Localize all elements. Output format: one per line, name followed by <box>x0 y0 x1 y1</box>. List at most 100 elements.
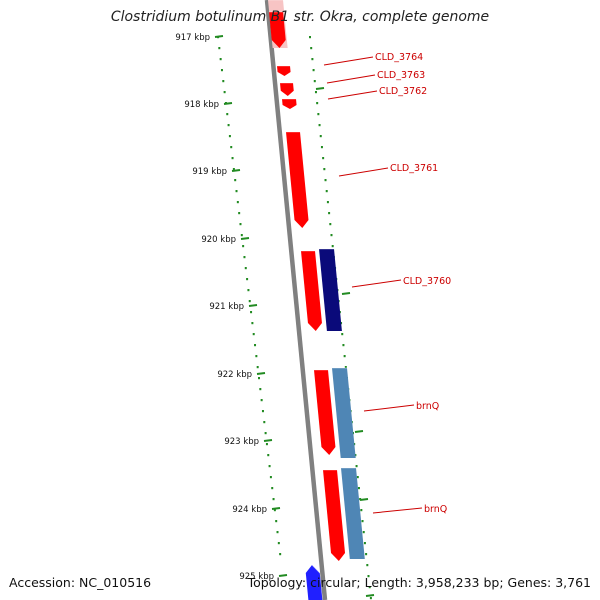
scale-dot <box>277 542 280 545</box>
scale-tick-label: 917 kbp <box>175 33 210 43</box>
scale-dot <box>365 553 368 556</box>
scale-dot <box>220 69 223 72</box>
scale-dot <box>265 443 268 446</box>
scale-dot <box>362 531 365 534</box>
scale-dot <box>219 58 222 61</box>
gene-labels: CLD_3764 CLD_3763 CLD_3762 CLD_3761 CLD_3760… <box>375 52 451 515</box>
gene-brnq-1-forward <box>314 370 336 455</box>
scale-dot <box>260 399 263 402</box>
scale-tick <box>214 35 224 38</box>
scale-dot <box>316 102 319 105</box>
scale-dot <box>341 333 344 336</box>
scale-dot <box>242 245 245 248</box>
gene-cld-3760-forward <box>301 251 322 331</box>
scale-dot <box>246 278 249 281</box>
scale-dot <box>272 498 275 501</box>
scale-dot <box>322 157 325 160</box>
gene-label: CLD_3760 <box>403 276 451 287</box>
scale-tick-label: 921 kbp <box>209 302 244 312</box>
scale-tick <box>271 507 281 510</box>
scale-tick-label: 922 kbp <box>217 370 252 380</box>
scale-dots-left <box>217 36 282 556</box>
scale-dot <box>331 245 334 248</box>
gene-bottom-partial-highlight <box>311 564 321 574</box>
scale-dot <box>363 542 366 545</box>
scale-dot <box>232 168 235 171</box>
scale-dot <box>326 201 329 204</box>
scale-dot <box>252 333 255 336</box>
scale-dot <box>268 465 271 468</box>
gene-cld-3760 <box>319 249 342 331</box>
scale-dot <box>238 212 241 215</box>
gene-label: brnQ <box>424 504 447 515</box>
gene-features <box>268 0 365 600</box>
scale-tick <box>231 169 241 172</box>
scale-dot <box>269 476 272 479</box>
scale-dot <box>329 223 332 226</box>
scale-dot <box>276 531 279 534</box>
scale-dot <box>314 91 317 94</box>
scale-dot <box>318 124 321 127</box>
scale-tick <box>248 304 258 307</box>
map-title: Clostridium botulinum B1 str. Okra, comp… <box>110 9 490 25</box>
scale-dot <box>251 322 254 325</box>
scale-dot <box>311 58 314 61</box>
scale-dot <box>324 179 327 182</box>
scale-tick <box>315 87 325 90</box>
scale-dot <box>361 520 364 523</box>
scale-dot <box>248 300 251 303</box>
scale-tick <box>278 574 288 577</box>
scale-dot <box>323 168 326 171</box>
scale-tick <box>223 102 233 105</box>
gene-cld-3762 <box>282 99 297 109</box>
scale-dot <box>360 509 363 512</box>
gene-label: CLD_3761 <box>390 163 438 174</box>
scale-dot <box>234 179 237 182</box>
scale-dot <box>312 69 315 72</box>
scale-dot <box>356 476 359 479</box>
gene-label: CLD_3764 <box>375 52 423 63</box>
scale-dot <box>256 366 259 369</box>
scale-dot <box>257 377 260 380</box>
scale-dot <box>255 355 258 358</box>
scale-tick <box>240 237 250 240</box>
scale-dot <box>267 454 270 457</box>
scale-dot <box>325 190 328 193</box>
scale-dot <box>227 124 230 127</box>
accession-text: Accession: NC_010516 <box>9 575 152 590</box>
scale-dot <box>247 289 250 292</box>
scale-dot <box>355 465 358 468</box>
gene-label-leader <box>327 90 378 100</box>
scale-dot <box>344 366 347 369</box>
gene-cld-3763 <box>280 83 294 96</box>
scale-dot <box>263 421 266 424</box>
scale-dot <box>369 597 372 600</box>
scale-tick-label: 923 kbp <box>224 437 259 447</box>
scale-dot <box>254 344 257 347</box>
scale-dot <box>367 575 370 578</box>
scale-dot <box>275 520 278 523</box>
gene-top <box>269 12 286 48</box>
scale-dot <box>231 157 234 160</box>
scale-dot <box>313 80 316 83</box>
scale-dot <box>328 212 331 215</box>
scale-tick <box>365 594 375 597</box>
scale-dot <box>261 410 264 413</box>
scale-dot <box>342 344 345 347</box>
scale-dot <box>250 311 253 314</box>
scale-dot <box>330 234 333 237</box>
scale-dot <box>357 487 360 490</box>
scale-dot <box>236 201 239 204</box>
scale-dot <box>235 190 238 193</box>
gene-brnq-2-forward <box>323 470 346 561</box>
scale-tick-label: 920 kbp <box>201 235 236 245</box>
gene-label-leaders <box>323 56 423 514</box>
genome-summary-text: Topology: circular; Length: 3,958,233 bp… <box>247 575 591 590</box>
gene-label-leader <box>326 74 376 84</box>
scale-dot <box>240 234 243 237</box>
scale-dot <box>310 47 313 50</box>
scale-tick <box>354 430 364 433</box>
scale-dot <box>366 564 369 567</box>
gene-label: CLD_3763 <box>377 70 425 81</box>
